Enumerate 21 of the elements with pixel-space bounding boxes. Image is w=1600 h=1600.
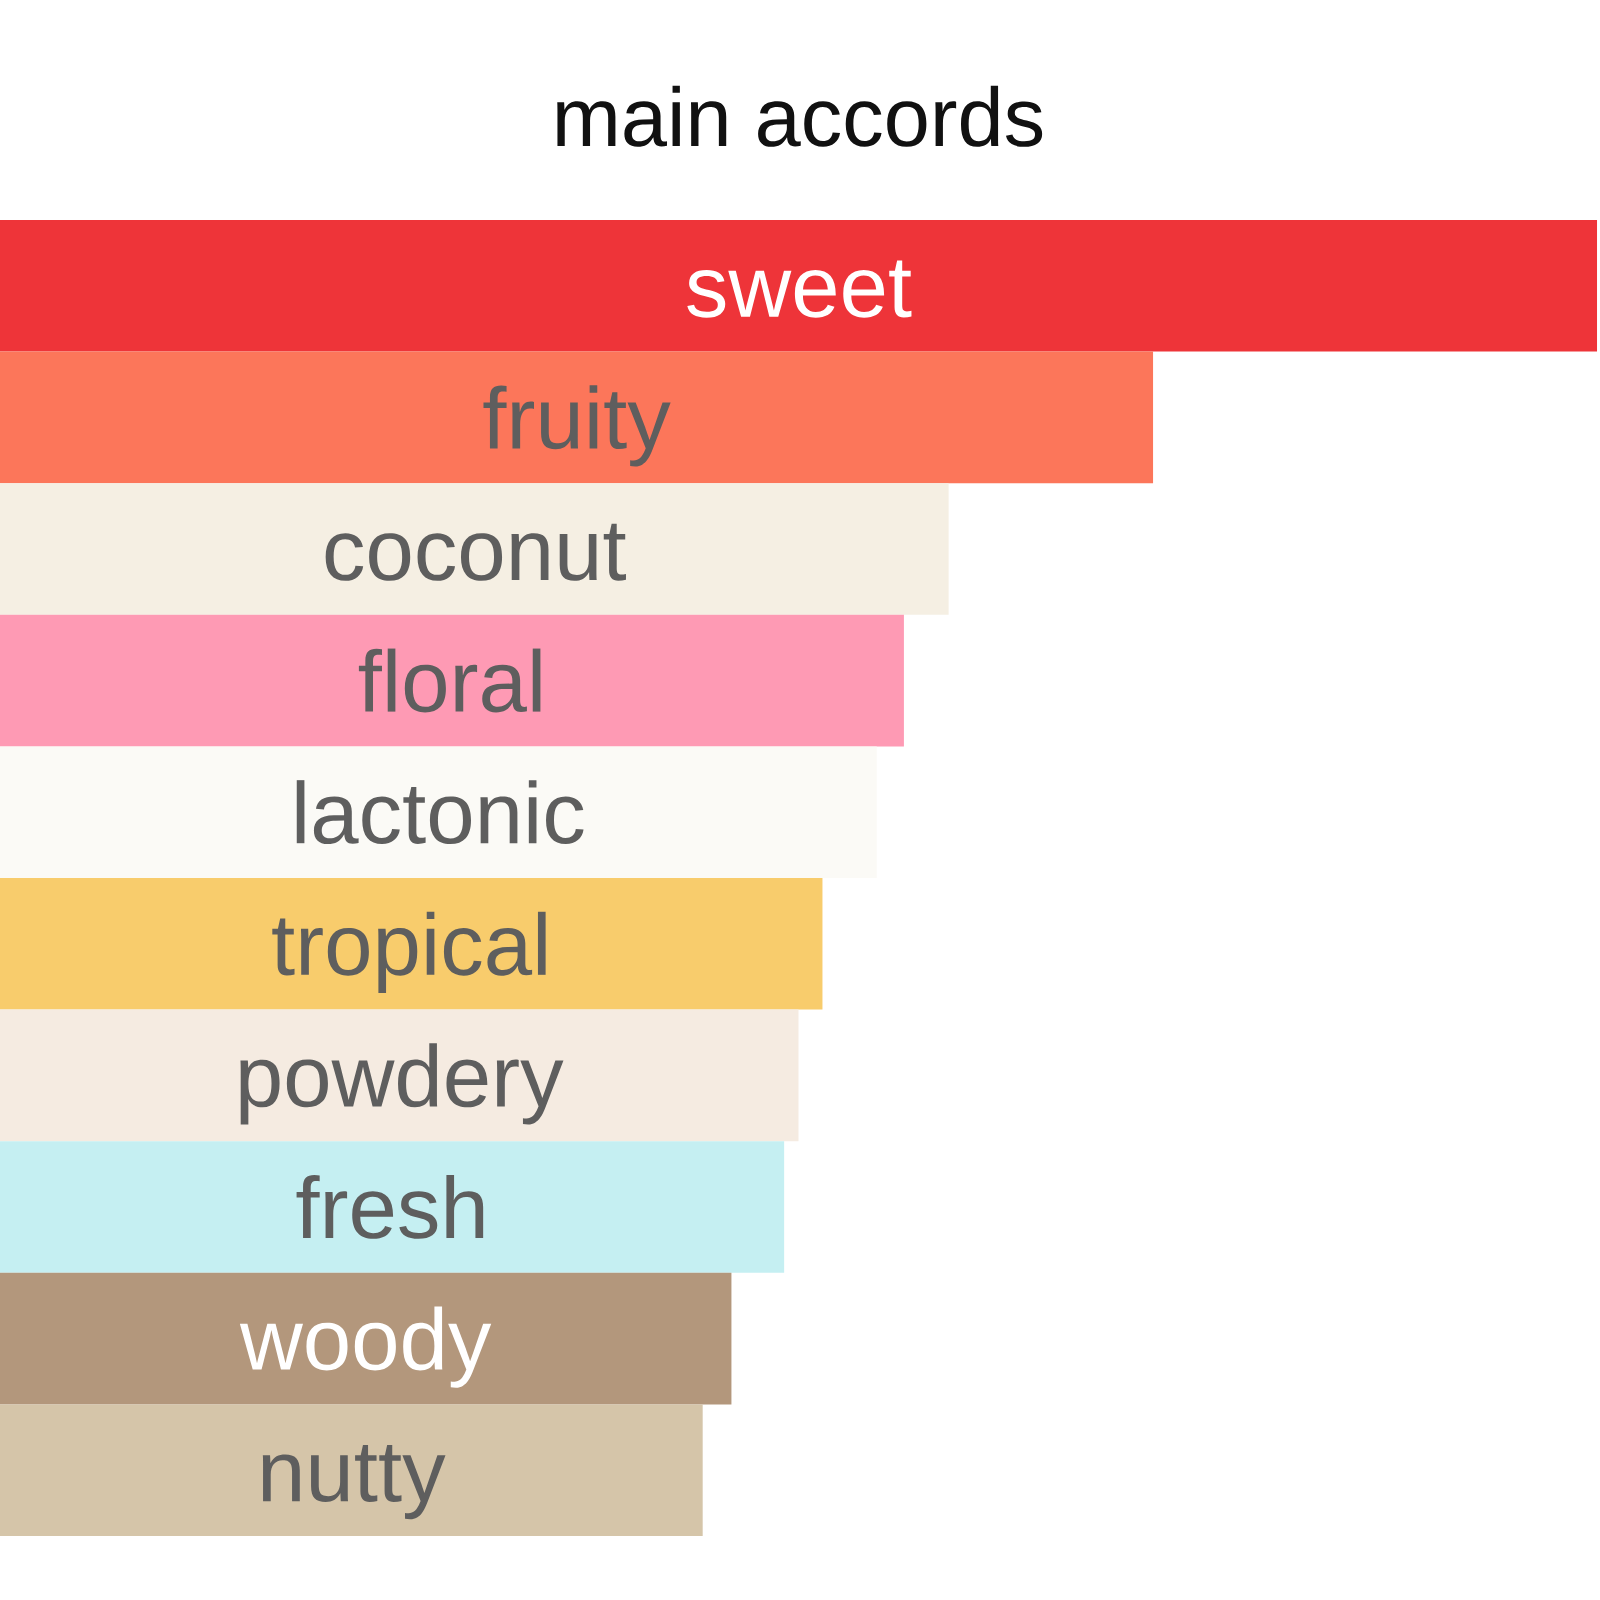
chart-title: main accords	[557, 85, 1043, 147]
bar	[0, 1272, 732, 1405]
y-tick-label: fruity	[483, 385, 671, 467]
bar	[0, 351, 1154, 484]
y-tick-label: floral	[358, 648, 541, 713]
y-tick-label: lactonic	[296, 780, 584, 845]
y-tick-label: nutty	[262, 1444, 446, 1520]
bar	[0, 878, 823, 1010]
y-tick-label: coconut	[325, 523, 626, 581]
bar	[0, 1404, 703, 1537]
y-tick-label: woody	[239, 1306, 492, 1388]
bar	[0, 483, 949, 615]
y-tick-label: powdery	[240, 1043, 564, 1125]
y-tick-label: sweet	[687, 260, 912, 318]
bar	[0, 614, 904, 747]
bar	[0, 220, 1598, 352]
y-tick-label: tropical	[272, 911, 546, 993]
y-tick-label: fresh	[296, 1174, 484, 1239]
bar	[0, 1141, 785, 1273]
bar	[0, 1009, 799, 1142]
bar	[0, 746, 877, 879]
